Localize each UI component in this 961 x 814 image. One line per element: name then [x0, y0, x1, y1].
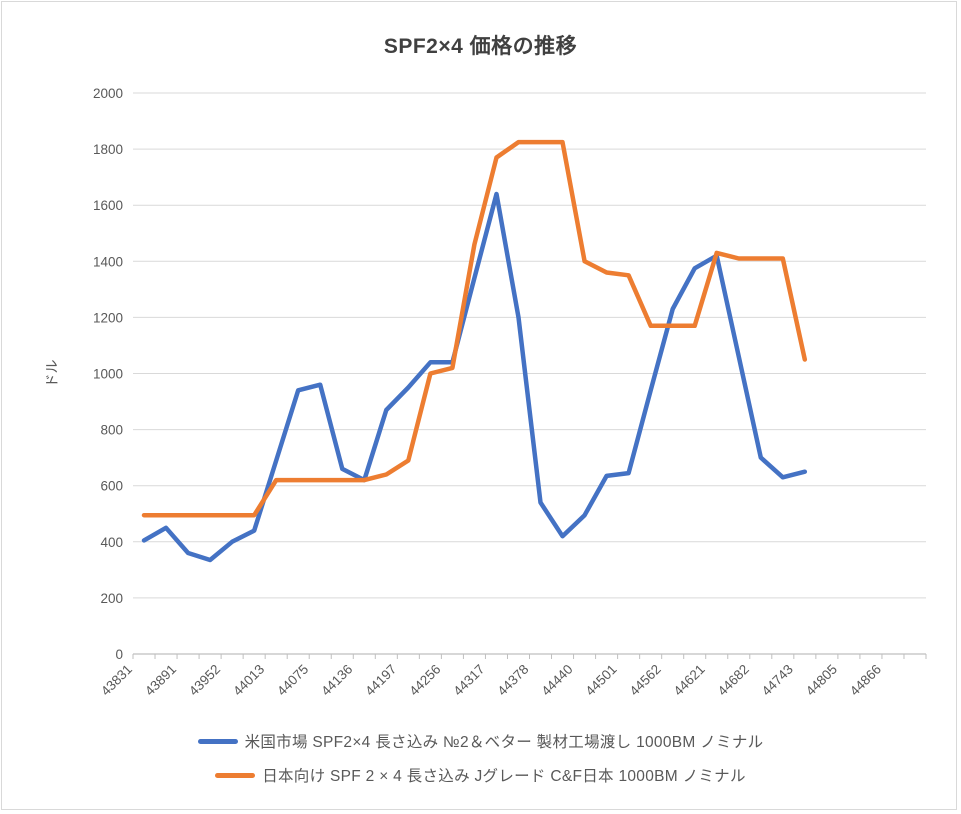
x-tick-label: 44075	[274, 662, 311, 699]
x-tick-label: 44197	[362, 662, 399, 699]
y-tick-label: 0	[115, 647, 123, 662]
y-tick-label: 800	[100, 423, 123, 438]
y-tick-label: 600	[100, 479, 123, 494]
legend-swatch-japan-bound	[215, 772, 256, 778]
y-tick-label: 1200	[93, 310, 123, 325]
x-tick-label: 43891	[142, 662, 179, 699]
x-tick-label: 44013	[230, 662, 267, 699]
series-line-japan-bound	[141, 139, 808, 518]
x-tick-label: 44743	[759, 662, 796, 699]
chart-title: SPF2×4 価格の推移	[383, 35, 578, 58]
x-tick-label: 44621	[671, 662, 708, 699]
y-tick-label: 1800	[93, 142, 123, 157]
x-tick-label: 43952	[186, 662, 223, 699]
y-tick-label: 1600	[93, 198, 123, 213]
legend-label-us-market: 米国市場 SPF2×4 長さ込み №2＆ベター 製材工場渡し 1000BM ノミ…	[244, 734, 764, 751]
y-tick-label: 2000	[93, 86, 123, 101]
y-tick-label: 400	[100, 535, 123, 550]
series-line-us-market	[141, 191, 808, 563]
legend-label-japan-bound: 日本向け SPF 2 × 4 長さ込み Jグレード C&F日本 1000BM ノ…	[262, 768, 746, 785]
legend-item-us-market: 米国市場 SPF2×4 長さ込み №2＆ベター 製材工場渡し 1000BM ノミ…	[197, 730, 764, 752]
y-axis-title: ドル	[44, 360, 60, 388]
y-tick-label: 1400	[93, 254, 123, 269]
legend-swatch-us-market	[197, 738, 238, 744]
x-tick-label: 44866	[847, 662, 884, 699]
legend: 米国市場 SPF2×4 長さ込み №2＆ベター 製材工場渡し 1000BM ノミ…	[0, 730, 961, 786]
x-tick-label: 44256	[406, 662, 443, 699]
x-tick-label: 44378	[494, 662, 531, 699]
x-tick-label: 44136	[318, 662, 355, 699]
legend-item-japan-bound: 日本向け SPF 2 × 4 長さ込み Jグレード C&F日本 1000BM ノ…	[215, 764, 746, 786]
x-tick-label: 44682	[715, 662, 752, 699]
x-tick-label: 43831	[98, 662, 135, 699]
x-tick-label: 44805	[803, 662, 840, 699]
x-tick-label: 44562	[627, 662, 664, 699]
x-tick-label: 44440	[539, 662, 576, 699]
y-tick-label: 200	[100, 591, 123, 606]
y-tick-label: 1000	[93, 367, 123, 382]
x-tick-label: 44317	[450, 662, 487, 699]
x-tick-label: 44501	[583, 662, 620, 699]
